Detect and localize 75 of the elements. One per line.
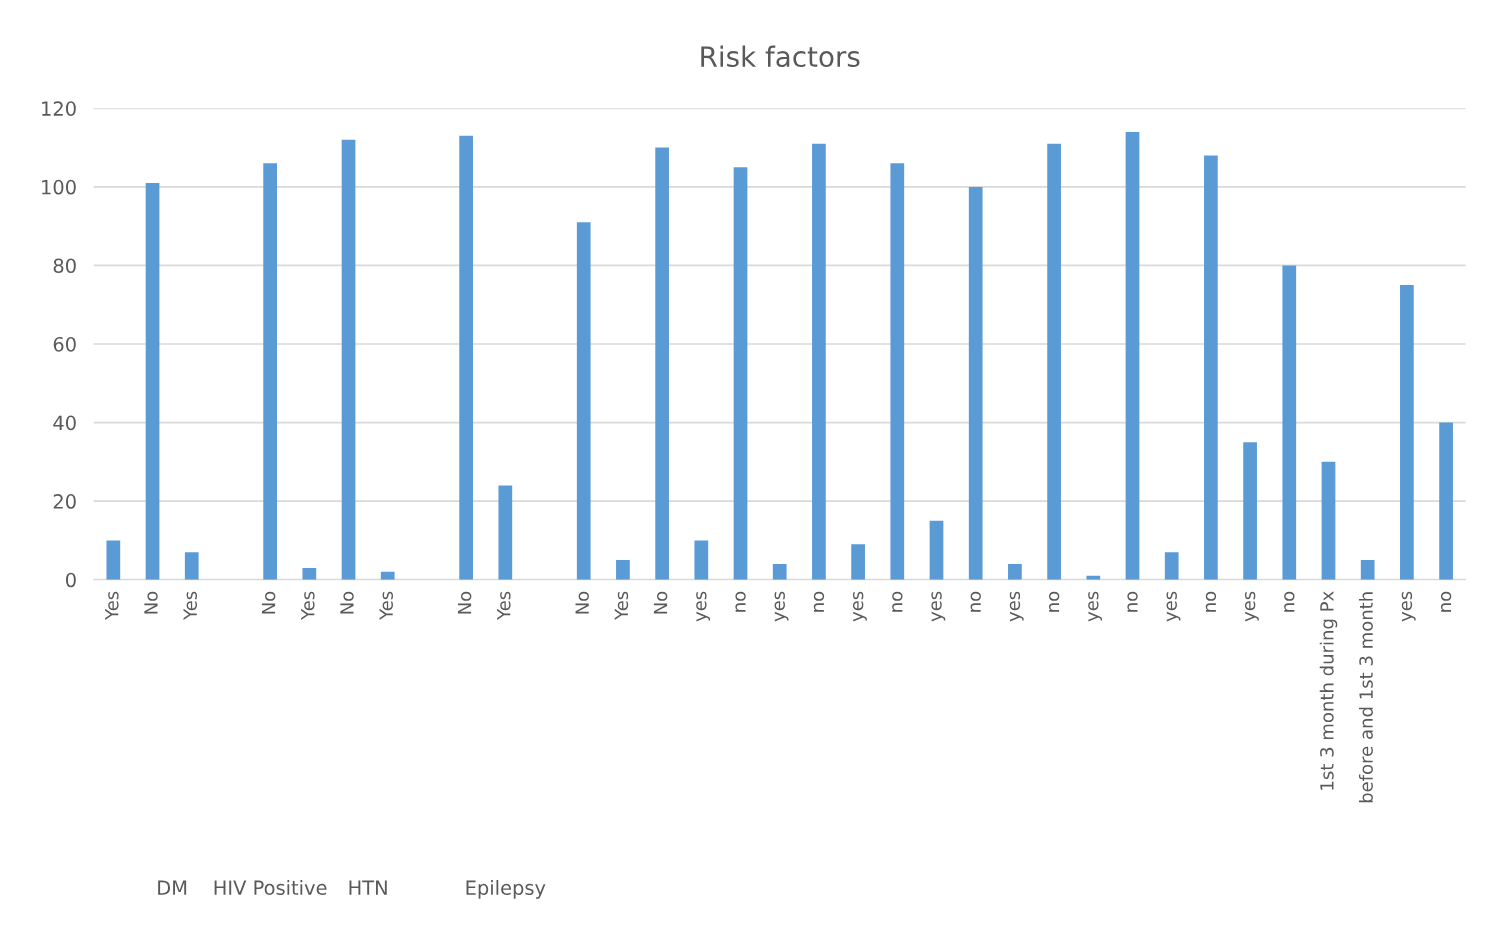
x-tick-label: No [457, 591, 472, 614]
y-tick-label: 40 [53, 415, 76, 431]
bar [851, 544, 865, 580]
bar [655, 147, 669, 580]
x-tick-label: Yes [105, 591, 119, 620]
x-tick-label: Yes [379, 591, 393, 620]
bar [498, 485, 513, 580]
text: HIV Positive [214, 879, 327, 896]
x-tick-label: no [813, 591, 825, 612]
bar [694, 540, 709, 580]
x-tick-label: yes [1401, 591, 1416, 622]
bar [341, 139, 356, 580]
x-tick-label: yes [696, 591, 711, 622]
y-tick-label: 100 [42, 179, 76, 195]
x-tick-label: Yes [183, 591, 197, 620]
x-tick-label: 1st 3 month during Px [1319, 591, 1338, 790]
x-tick-label: yes [931, 591, 946, 622]
x-tick-label: Yes [497, 591, 511, 620]
x-tick-label: no [1284, 591, 1295, 612]
bar [1204, 155, 1218, 580]
y-tick-label: 60 [53, 336, 76, 352]
bar [1243, 442, 1257, 580]
bar [302, 567, 317, 580]
x-tick-label: yes [1009, 591, 1024, 622]
bar [1164, 552, 1179, 580]
x-tick-label: No [575, 591, 589, 614]
x-tick-label: yes [774, 591, 789, 622]
x-tick-label: no [1205, 591, 1217, 612]
y-tick-label: 20 [53, 494, 76, 509]
x-tick-label: no [1127, 591, 1138, 612]
bar [380, 571, 395, 580]
bar [1439, 422, 1453, 580]
bar [1282, 265, 1297, 580]
x-tick-label: yes [852, 591, 867, 622]
bar [733, 167, 748, 580]
bar [263, 163, 277, 580]
x-tick-label: yes [1166, 591, 1181, 622]
bar [184, 552, 199, 580]
x-tick-label: no [735, 591, 746, 612]
bar [1400, 285, 1414, 580]
x-tick-label: Yes [301, 591, 315, 620]
bar [459, 135, 473, 580]
x-tick-label: no [892, 591, 903, 612]
bar [145, 182, 160, 580]
bar [812, 143, 826, 580]
y-tick-label: 80 [53, 258, 76, 274]
bar [576, 222, 591, 580]
x-tick-label: Yes [614, 591, 629, 620]
x-tick-label: no [1048, 591, 1060, 612]
x-tick-label: No [144, 591, 158, 614]
bar [1047, 143, 1061, 580]
x-tick-label: No [340, 591, 354, 614]
text: Epilepsy [466, 879, 546, 899]
x-tick-label: no [970, 591, 981, 612]
bar [1360, 560, 1375, 580]
text: DM [158, 880, 187, 895]
bar [968, 186, 983, 580]
x-tick-label: No [261, 591, 276, 614]
x-tick-label: no [1440, 591, 1452, 612]
bar [1008, 563, 1022, 580]
x-tick-label: yes [1244, 591, 1259, 622]
chart-title: Risk factors [701, 45, 860, 68]
x-tick-label: yes [1088, 591, 1103, 622]
x-tick-label: No [653, 591, 668, 614]
bar [1125, 131, 1140, 580]
bar [929, 520, 944, 580]
bar [1321, 461, 1336, 580]
bar [772, 563, 787, 580]
bar [106, 540, 121, 580]
x-tick-label: before and 1st 3 month [1358, 592, 1373, 803]
bar [616, 560, 630, 580]
y-tick-label: 120 [42, 101, 76, 117]
y-tick-label: 0 [65, 572, 76, 588]
text: HTN [349, 880, 387, 895]
bar [890, 163, 905, 580]
